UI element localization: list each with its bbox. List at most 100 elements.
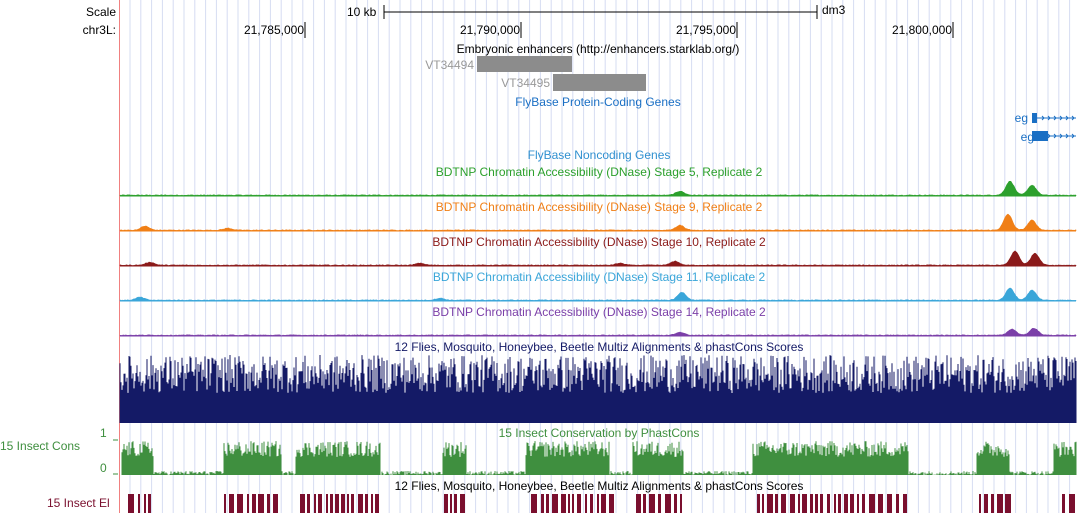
element-block <box>375 494 379 513</box>
gene-label-2[interactable]: eg <box>1020 130 1034 144</box>
element-block <box>267 494 270 513</box>
element-block <box>601 494 606 513</box>
element-block <box>869 494 875 513</box>
element-block <box>258 494 264 513</box>
element-block <box>224 494 226 513</box>
element-block <box>252 494 256 513</box>
cons-track-title[interactable]: 15 Insect Conservation by PhastCons <box>498 426 700 440</box>
cons-ymin-label: 0 <box>100 461 107 475</box>
ruler-position-4: 21,800,000 <box>891 23 952 37</box>
element-block <box>979 494 981 513</box>
element-block <box>767 494 773 513</box>
ruler-position-1: 21,785,000 <box>243 23 304 37</box>
dnase-stage14-title[interactable]: BDTNP Chromatin Accessibility (DNase) St… <box>432 305 766 319</box>
element-block <box>896 494 899 513</box>
element-block <box>314 494 316 513</box>
enhancer-feature-2 <box>553 74 646 91</box>
dnase-stage5-title[interactable]: BDTNP Chromatin Accessibility (DNase) St… <box>435 165 763 179</box>
element-block <box>658 494 661 513</box>
element-block <box>665 494 671 513</box>
element-block <box>984 494 988 513</box>
dnase-stage9-title[interactable]: BDTNP Chromatin Accessibility (DNase) St… <box>435 200 763 214</box>
multiz-track-title[interactable]: 12 Flies, Mosquito, Honeybee, Beetle Mul… <box>394 340 804 354</box>
element-block <box>997 494 1003 513</box>
element-block <box>546 494 549 513</box>
dnase-signal-5 <box>119 327 1077 337</box>
dnase-signal-1 <box>119 180 1077 197</box>
element-block <box>318 494 322 513</box>
element-block <box>300 494 305 513</box>
enhancers-track-title[interactable]: Embryonic enhancers (http://enhancers.st… <box>456 42 740 56</box>
element-block <box>649 494 655 513</box>
cons-side-label[interactable]: 15 Insect Cons <box>0 439 81 453</box>
elements-side-label[interactable]: 15 Insect El <box>47 496 110 510</box>
element-block <box>674 494 677 513</box>
element-block <box>857 494 859 513</box>
element-block <box>903 494 907 513</box>
gene-strand-arrow <box>1041 133 1045 139</box>
gene-strand-arrow <box>1047 115 1051 121</box>
element-block <box>148 494 151 513</box>
element-block <box>341 494 345 513</box>
element-block <box>326 494 328 513</box>
multiz2-track-title[interactable]: 12 Flies, Mosquito, Honeybee, Beetle Mul… <box>394 479 804 493</box>
element-block <box>330 494 333 513</box>
element-block <box>1062 494 1065 513</box>
element-block <box>887 494 892 513</box>
gene-label-1[interactable]: eg <box>1014 111 1028 125</box>
enhancer-label-1[interactable]: VT34494 <box>425 58 474 72</box>
element-block <box>810 494 813 513</box>
ruler-position-3: 21,795,000 <box>675 23 736 37</box>
cons-ymax-label: 1 <box>100 426 107 440</box>
element-block <box>838 494 841 513</box>
element-block <box>561 494 566 513</box>
dnase-signal-3 <box>119 250 1077 267</box>
element-block <box>878 494 883 513</box>
element-block <box>834 494 836 513</box>
element-block <box>358 494 363 513</box>
gene-strand-arrow <box>1047 133 1051 139</box>
element-block <box>827 494 830 513</box>
element-block <box>335 494 339 513</box>
chrom-label: chr3L: <box>82 23 116 37</box>
element-block <box>781 494 786 513</box>
scale-value: 10 kb <box>347 5 377 19</box>
gene-strand-arrow <box>1053 115 1057 121</box>
element-block <box>991 494 994 513</box>
element-block <box>307 494 310 513</box>
noncoding-track-title[interactable]: FlyBase Noncoding Genes <box>527 148 671 162</box>
dnase-stage10-title[interactable]: BDTNP Chromatin Accessibility (DNase) St… <box>432 235 766 249</box>
element-block <box>585 494 587 513</box>
element-block <box>347 494 349 513</box>
protein-coding-track-title[interactable]: FlyBase Protein-Coding Genes <box>515 95 681 109</box>
element-block <box>144 494 146 513</box>
element-block <box>229 494 234 513</box>
gene-exon <box>1032 113 1037 123</box>
gene-strand-arrow <box>1053 133 1057 139</box>
element-block <box>757 494 760 513</box>
scale-label: Scale <box>85 5 116 19</box>
dnase-signal-2 <box>119 213 1077 232</box>
dnase-signal-4 <box>119 287 1077 302</box>
element-block <box>790 494 795 513</box>
gene-strand-arrow <box>1065 115 1069 121</box>
element-block <box>460 494 465 513</box>
element-block <box>552 494 558 513</box>
element-block <box>531 494 537 513</box>
gene-strand-arrow <box>1071 133 1075 139</box>
gene-strand-arrow <box>1041 115 1045 121</box>
dnase-stage11-title[interactable]: BDTNP Chromatin Accessibility (DNase) St… <box>432 270 766 284</box>
element-block <box>643 494 646 513</box>
assembly-label: dm3 <box>822 3 846 17</box>
element-block <box>444 494 448 513</box>
element-block <box>798 494 800 513</box>
element-block <box>138 494 140 513</box>
enhancer-label-2[interactable]: VT34495 <box>501 76 550 90</box>
element-block <box>590 494 593 513</box>
gene-strand-arrow <box>1065 133 1069 139</box>
element-block <box>454 494 457 513</box>
enhancer-feature-1 <box>477 56 572 72</box>
element-block <box>273 494 278 513</box>
element-block <box>636 494 641 513</box>
